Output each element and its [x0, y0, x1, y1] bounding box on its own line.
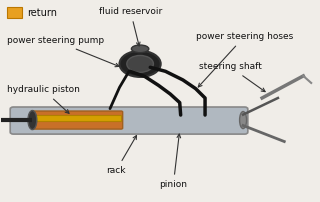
- Ellipse shape: [28, 110, 37, 130]
- Text: return: return: [27, 7, 57, 18]
- Ellipse shape: [240, 112, 247, 129]
- Text: power steering hoses: power steering hoses: [196, 32, 293, 87]
- Circle shape: [119, 51, 161, 77]
- FancyBboxPatch shape: [10, 107, 248, 134]
- Text: steering shaft: steering shaft: [199, 62, 265, 92]
- FancyBboxPatch shape: [31, 111, 123, 129]
- Ellipse shape: [132, 45, 149, 53]
- Bar: [32, 115, 121, 121]
- Circle shape: [127, 56, 153, 72]
- Text: fluid reservoir: fluid reservoir: [99, 7, 162, 46]
- Text: rack: rack: [107, 136, 137, 175]
- FancyBboxPatch shape: [7, 7, 22, 18]
- Text: hydraulic piston: hydraulic piston: [7, 85, 80, 113]
- Text: power steering pump: power steering pump: [7, 36, 119, 67]
- Text: pinion: pinion: [159, 134, 188, 189]
